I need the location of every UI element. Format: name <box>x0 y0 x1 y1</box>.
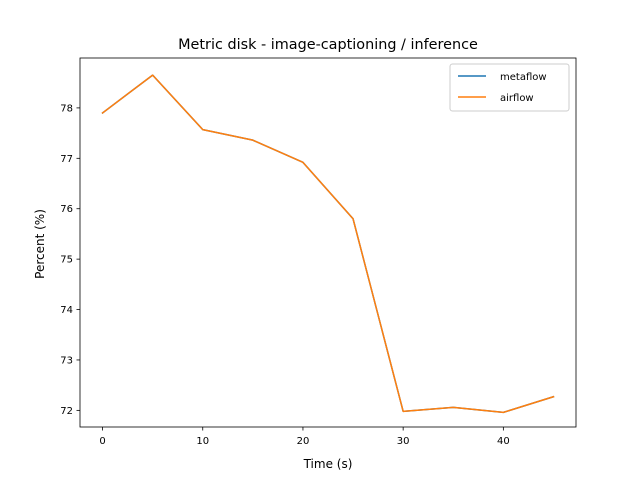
series-layer <box>101 74 555 414</box>
x-axis: 0 10 20 30 40 <box>99 427 510 447</box>
y-tick-label: 72 <box>60 406 73 417</box>
legend-label-metaflow: metaflow <box>500 72 547 83</box>
plot-area <box>79 57 577 428</box>
chart-title: Metric disk - image-captioning / inferen… <box>178 37 478 53</box>
x-axis-label: Time (s) <box>303 457 353 471</box>
legend-label-airflow: airflow <box>500 93 534 104</box>
y-axis: 72 73 74 75 76 77 78 <box>60 103 80 417</box>
plot-frame <box>79 57 577 428</box>
x-tick-label: 30 <box>397 436 410 447</box>
y-tick-label: 75 <box>60 255 73 266</box>
y-tick-label: 73 <box>60 355 73 366</box>
x-tick-label: 10 <box>196 436 209 447</box>
legend: metaflow airflow <box>449 63 570 112</box>
series-line-airflow <box>101 74 555 414</box>
y-tick-label: 77 <box>60 154 73 165</box>
x-tick-label: 40 <box>497 436 510 447</box>
y-tick-label: 74 <box>60 305 73 316</box>
y-tick-label: 76 <box>60 204 73 215</box>
y-tick-label: 78 <box>60 103 73 114</box>
y-axis-label: Percent (%) <box>33 209 47 279</box>
x-tick-label: 0 <box>99 436 105 447</box>
x-tick-label: 20 <box>297 436 310 447</box>
